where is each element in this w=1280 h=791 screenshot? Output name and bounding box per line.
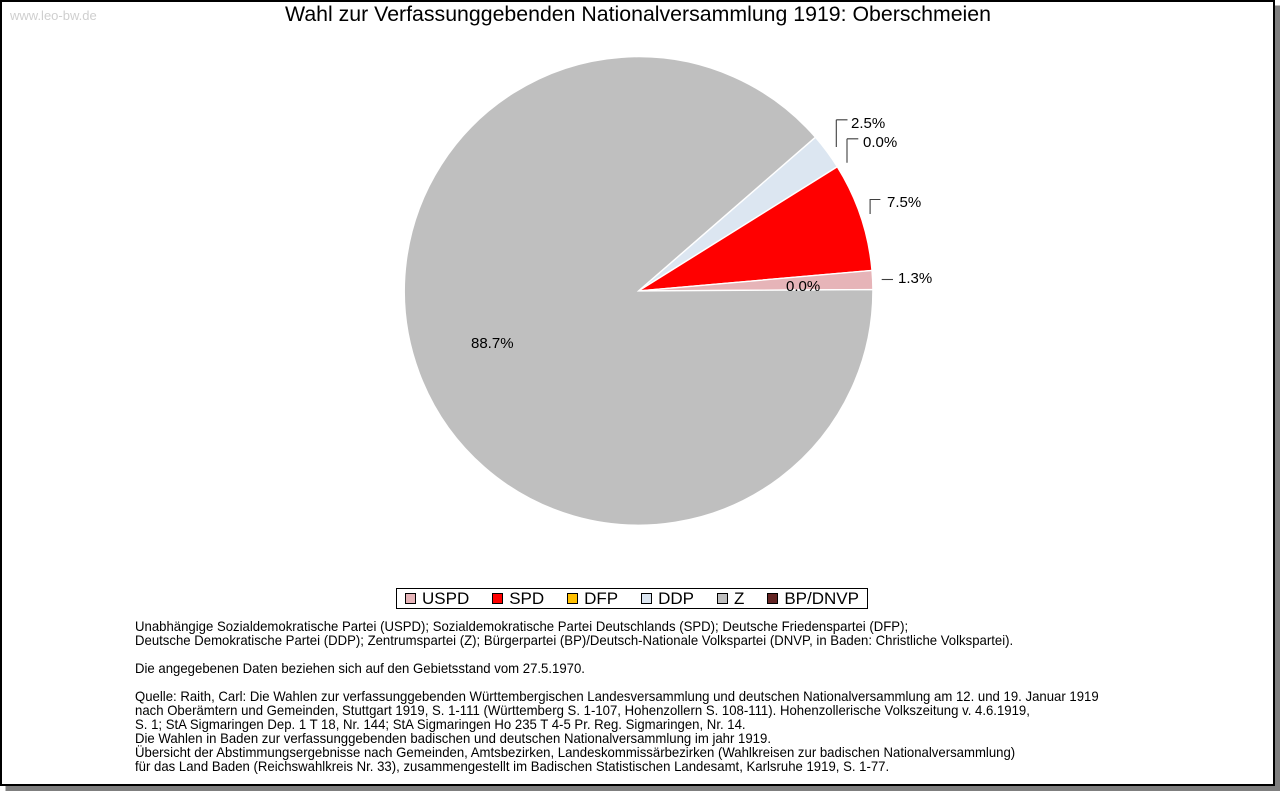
svg-text:0.0%: 0.0%: [863, 134, 897, 151]
svg-text:0.0%: 0.0%: [786, 278, 820, 295]
svg-text:7.5%: 7.5%: [887, 194, 921, 211]
svg-text:1.3%: 1.3%: [898, 270, 932, 287]
svg-text:2.5%: 2.5%: [851, 115, 885, 132]
svg-text:88.7%: 88.7%: [471, 335, 514, 352]
